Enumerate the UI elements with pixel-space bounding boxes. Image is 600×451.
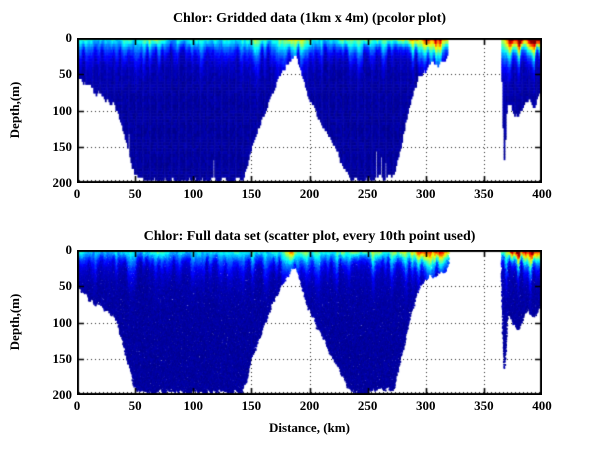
x-tick-label: 400 — [532, 186, 552, 201]
x-tick-label: 350 — [474, 186, 494, 201]
y-tick-label: 100 — [52, 314, 73, 330]
x-tick-label: 350 — [474, 398, 494, 413]
y-tick-label: 0 — [65, 30, 73, 45]
x-tick-label: 150 — [241, 398, 262, 413]
x-tick-label: 300 — [416, 186, 436, 201]
x-tick-label: 50 — [128, 398, 142, 413]
subplot1-title: Chlor: Gridded data (1km x 4m) (pcolor p… — [172, 11, 447, 26]
y-tick-label: 50 — [59, 278, 72, 294]
x-tick-label: 50 — [128, 186, 142, 201]
x-tick-label: 300 — [416, 398, 436, 413]
y-tick-label: 200 — [52, 387, 73, 402]
x-tick-label: 150 — [241, 186, 262, 201]
subplot2-ylabel: Depth,(m) — [7, 293, 22, 351]
x-tick-label: 100 — [183, 398, 204, 413]
x-tick-label: 0 — [73, 398, 81, 413]
x-axis-label: Distance, (km) — [269, 420, 350, 435]
y-tick-label: 0 — [65, 242, 73, 257]
y-tick-label: 100 — [52, 102, 73, 118]
pcolor-plot-canvas — [77, 38, 542, 183]
x-tick-label: 400 — [532, 398, 552, 413]
x-tick-label: 250 — [357, 186, 378, 201]
y-tick-label: 150 — [52, 350, 73, 366]
x-tick-label: 200 — [299, 186, 320, 201]
subplot2-title: Chlor: Full data set (scatter plot, ever… — [143, 229, 476, 244]
y-tick-label: 150 — [52, 138, 73, 154]
x-tick-label: 0 — [73, 186, 81, 201]
x-tick-label: 200 — [299, 398, 320, 413]
subplot1-ylabel: Depth,(m) — [7, 81, 22, 139]
x-tick-label: 250 — [357, 398, 378, 413]
scatter-plot-canvas — [77, 250, 542, 395]
y-tick-label: 200 — [52, 175, 73, 190]
y-tick-label: 50 — [59, 66, 72, 82]
x-tick-label: 100 — [183, 186, 204, 201]
